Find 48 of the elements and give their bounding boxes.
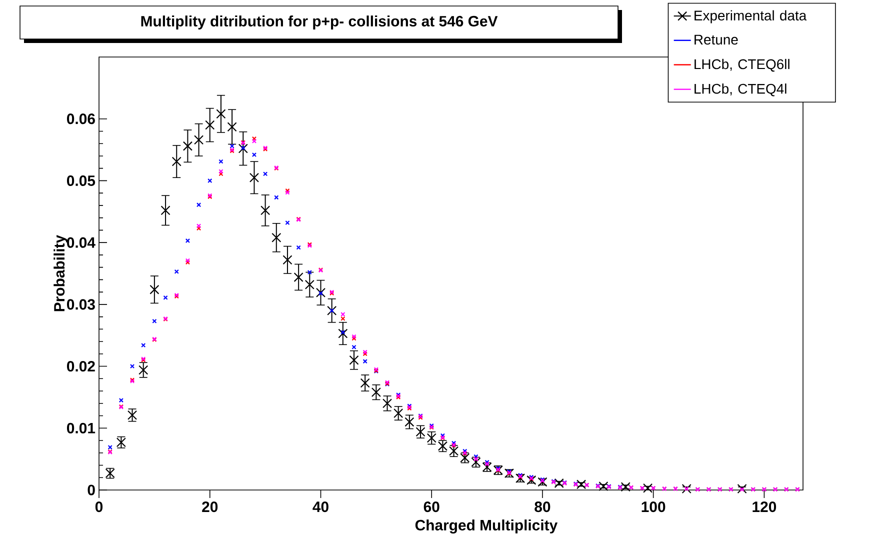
point — [737, 484, 747, 494]
x-tick-label: 60 — [424, 502, 440, 512]
chart-title: Multiplity ditribution for p+p- collisions at 546 GeV — [141, 16, 498, 30]
x-tick-label: 20 — [202, 502, 218, 512]
y-tick-label: 0.04 — [67, 237, 96, 248]
y-tick-label: 0.02 — [67, 360, 95, 372]
x-axis-title: Charged Multiplicity — [415, 520, 558, 534]
y-tick-label: 0.06 — [67, 114, 95, 124]
point — [294, 272, 304, 282]
point — [360, 378, 370, 388]
x-tick-label: 100 — [642, 502, 666, 512]
x-tick-label: 0 — [95, 502, 103, 512]
x-tick-label: 80 — [534, 502, 550, 512]
point — [172, 156, 182, 166]
point — [643, 483, 653, 493]
y-tick-label: 0.01 — [67, 422, 96, 434]
point — [205, 120, 215, 130]
point — [160, 206, 170, 216]
point — [416, 427, 426, 437]
x-tick-label: 40 — [312, 502, 328, 512]
point — [304, 280, 314, 290]
legend-label: LHCb, CTEQ6ll — [694, 58, 790, 72]
point — [216, 109, 226, 119]
y-tick-label: 0.05 — [67, 175, 96, 186]
point — [182, 141, 192, 151]
legend-label: Retune — [694, 34, 738, 45]
point — [394, 408, 404, 418]
point — [620, 482, 630, 492]
point — [327, 306, 337, 316]
point — [576, 480, 586, 490]
point — [194, 135, 204, 145]
y-axis-title: Probability — [54, 234, 68, 312]
point — [238, 144, 248, 154]
point — [598, 481, 608, 492]
legend-label: Experimental data — [694, 10, 807, 24]
point — [150, 284, 160, 294]
point — [260, 206, 270, 216]
point — [554, 478, 564, 488]
point — [682, 484, 692, 494]
y-tick-label: 0.03 — [67, 299, 95, 310]
y-tick-label: 0 — [88, 484, 95, 496]
point — [349, 355, 359, 365]
legend-label: LHCb, CTEQ4l — [694, 84, 786, 96]
point — [138, 365, 148, 375]
x-tick-label: 120 — [752, 502, 776, 512]
point — [338, 328, 348, 338]
point — [272, 232, 282, 242]
point — [249, 172, 260, 182]
